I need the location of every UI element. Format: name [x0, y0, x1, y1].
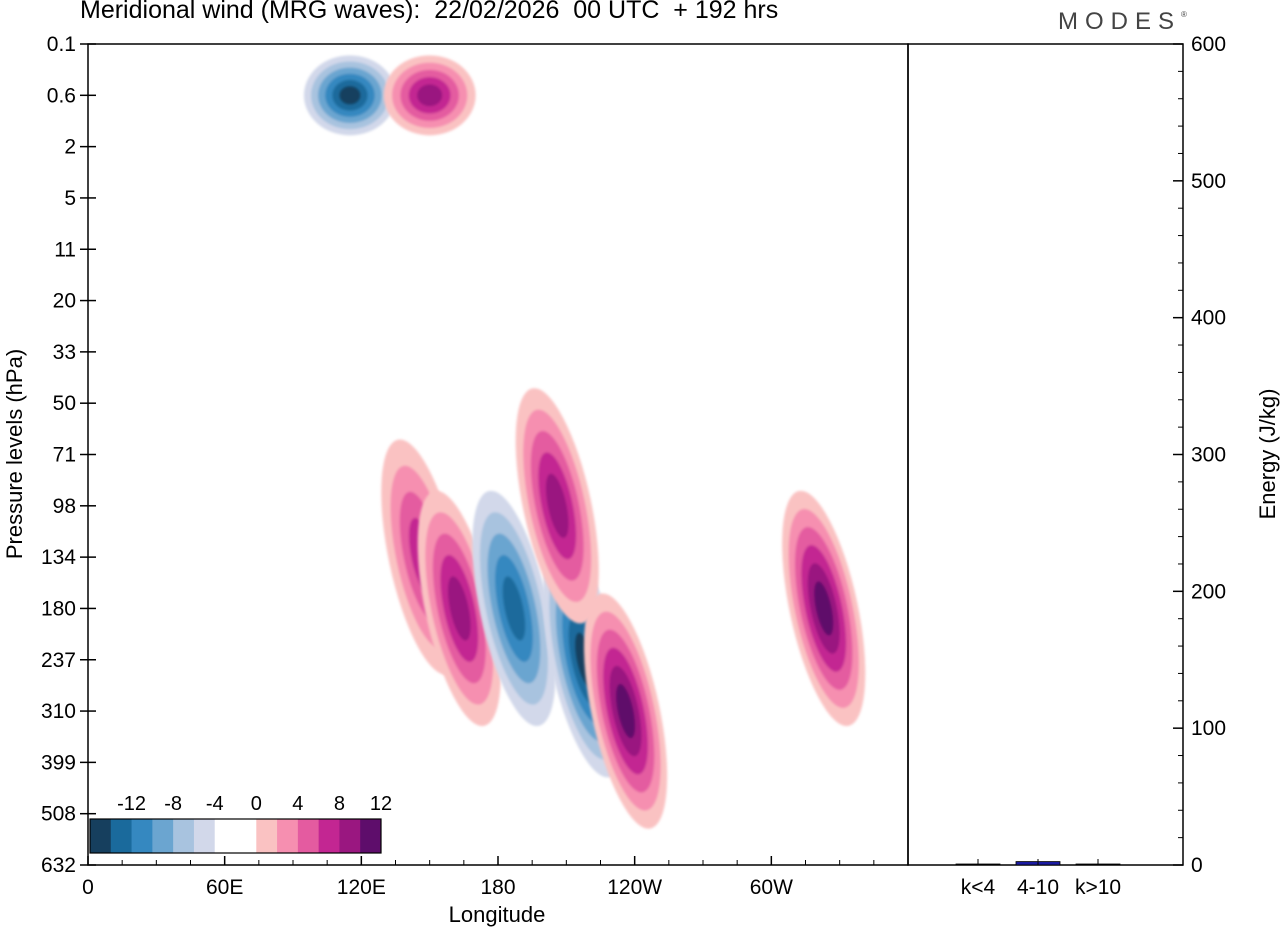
energy-tick-label: 200: [1191, 580, 1226, 603]
y-tick-label: 399: [41, 751, 76, 774]
x-tick-label: 60E: [206, 876, 243, 899]
y-tick-label: 33: [53, 341, 76, 364]
colorbar-label: -12: [117, 793, 146, 815]
colorbar-swatch: [319, 819, 340, 853]
energy-axis-title: Energy (J/kg): [1255, 389, 1280, 520]
colorbar: -12 -8 -4 0 4 8 12: [90, 793, 392, 853]
y-tick-label: 0.1: [47, 33, 76, 56]
map-frame: [88, 44, 908, 865]
y-tick-label: 0.6: [47, 84, 76, 107]
energy-frame: [908, 44, 1183, 865]
colorbar-label: -4: [206, 793, 224, 815]
x-tick-label: 120E: [337, 876, 386, 899]
x-tick-label: 60W: [750, 876, 793, 899]
y-tick-label: 5: [64, 187, 76, 210]
colorbar-swatch: [277, 819, 298, 853]
positive-wind-core: [766, 484, 882, 733]
energy-category-label: 4-10: [1017, 876, 1059, 899]
y-tick-label: 180: [41, 597, 76, 620]
y-tick-label: 20: [53, 290, 76, 313]
negative-wind-core: [304, 55, 396, 135]
colorbar-swatch: [236, 819, 257, 853]
y-tick-label: 71: [53, 444, 76, 467]
y-tick-label: 134: [41, 546, 76, 569]
colorbar-swatch: [360, 819, 381, 853]
contour-band: [339, 86, 360, 104]
x-tick-label: 180: [480, 876, 515, 899]
y-tick-label: 98: [53, 495, 76, 518]
y-tick-label: 2: [64, 136, 76, 159]
colorbar-swatch: [152, 819, 173, 853]
x-tick-label: 0: [82, 876, 94, 899]
figure: 0.1 0.6 2 5 11 20 33 50 71 98 134 180 237 310 399 508 63…: [0, 0, 1280, 930]
x-tick-label: 120W: [607, 876, 662, 899]
colorbar-label: 4: [292, 793, 303, 815]
positive-wind-core: [384, 55, 476, 135]
energy-tick-label: 0: [1191, 854, 1203, 877]
y-tick-label: 508: [41, 803, 76, 826]
colorbar-swatch: [132, 819, 153, 853]
energy-category-label: k>10: [1075, 876, 1121, 899]
y-tick-label: 237: [41, 649, 76, 672]
colorbar-swatch: [194, 819, 215, 853]
colorbar-swatch: [90, 819, 111, 853]
y-tick-label: 310: [41, 700, 76, 723]
colorbar-swatch: [298, 819, 319, 853]
colorbar-swatch: [215, 819, 236, 853]
x-axis-title: Longitude: [449, 902, 546, 927]
contour-band: [417, 84, 442, 106]
y-axis-title: Pressure levels (hPa): [2, 349, 27, 559]
energy-tick-label: 500: [1191, 170, 1226, 193]
energy-tick-label: 300: [1191, 444, 1226, 467]
y-tick-label: 50: [53, 392, 76, 415]
colorbar-swatch: [339, 819, 360, 853]
colorbar-swatch: [256, 819, 277, 853]
colorbar-swatch: [173, 819, 194, 853]
energy-category-label: k<4: [961, 876, 996, 899]
energy-tick-label: 400: [1191, 307, 1226, 330]
longitude-axis: 0 60E 120E 180 120W 60W: [82, 856, 874, 899]
energy-tick-label: 100: [1191, 717, 1226, 740]
y-tick-label: 632: [41, 854, 76, 877]
energy-axis: 0 100 200 300 400 500 600: [1173, 33, 1226, 877]
colorbar-label: 8: [334, 793, 345, 815]
energy-tick-label: 600: [1191, 33, 1226, 56]
colorbar-label: -8: [164, 793, 182, 815]
y-tick-label: 11: [54, 238, 76, 261]
energy-bars: k<4 4-10 k>10: [956, 859, 1121, 899]
wind-field: [304, 55, 882, 835]
colorbar-label: 12: [370, 793, 392, 815]
colorbar-swatch: [111, 819, 132, 853]
colorbar-label: 0: [251, 793, 262, 815]
